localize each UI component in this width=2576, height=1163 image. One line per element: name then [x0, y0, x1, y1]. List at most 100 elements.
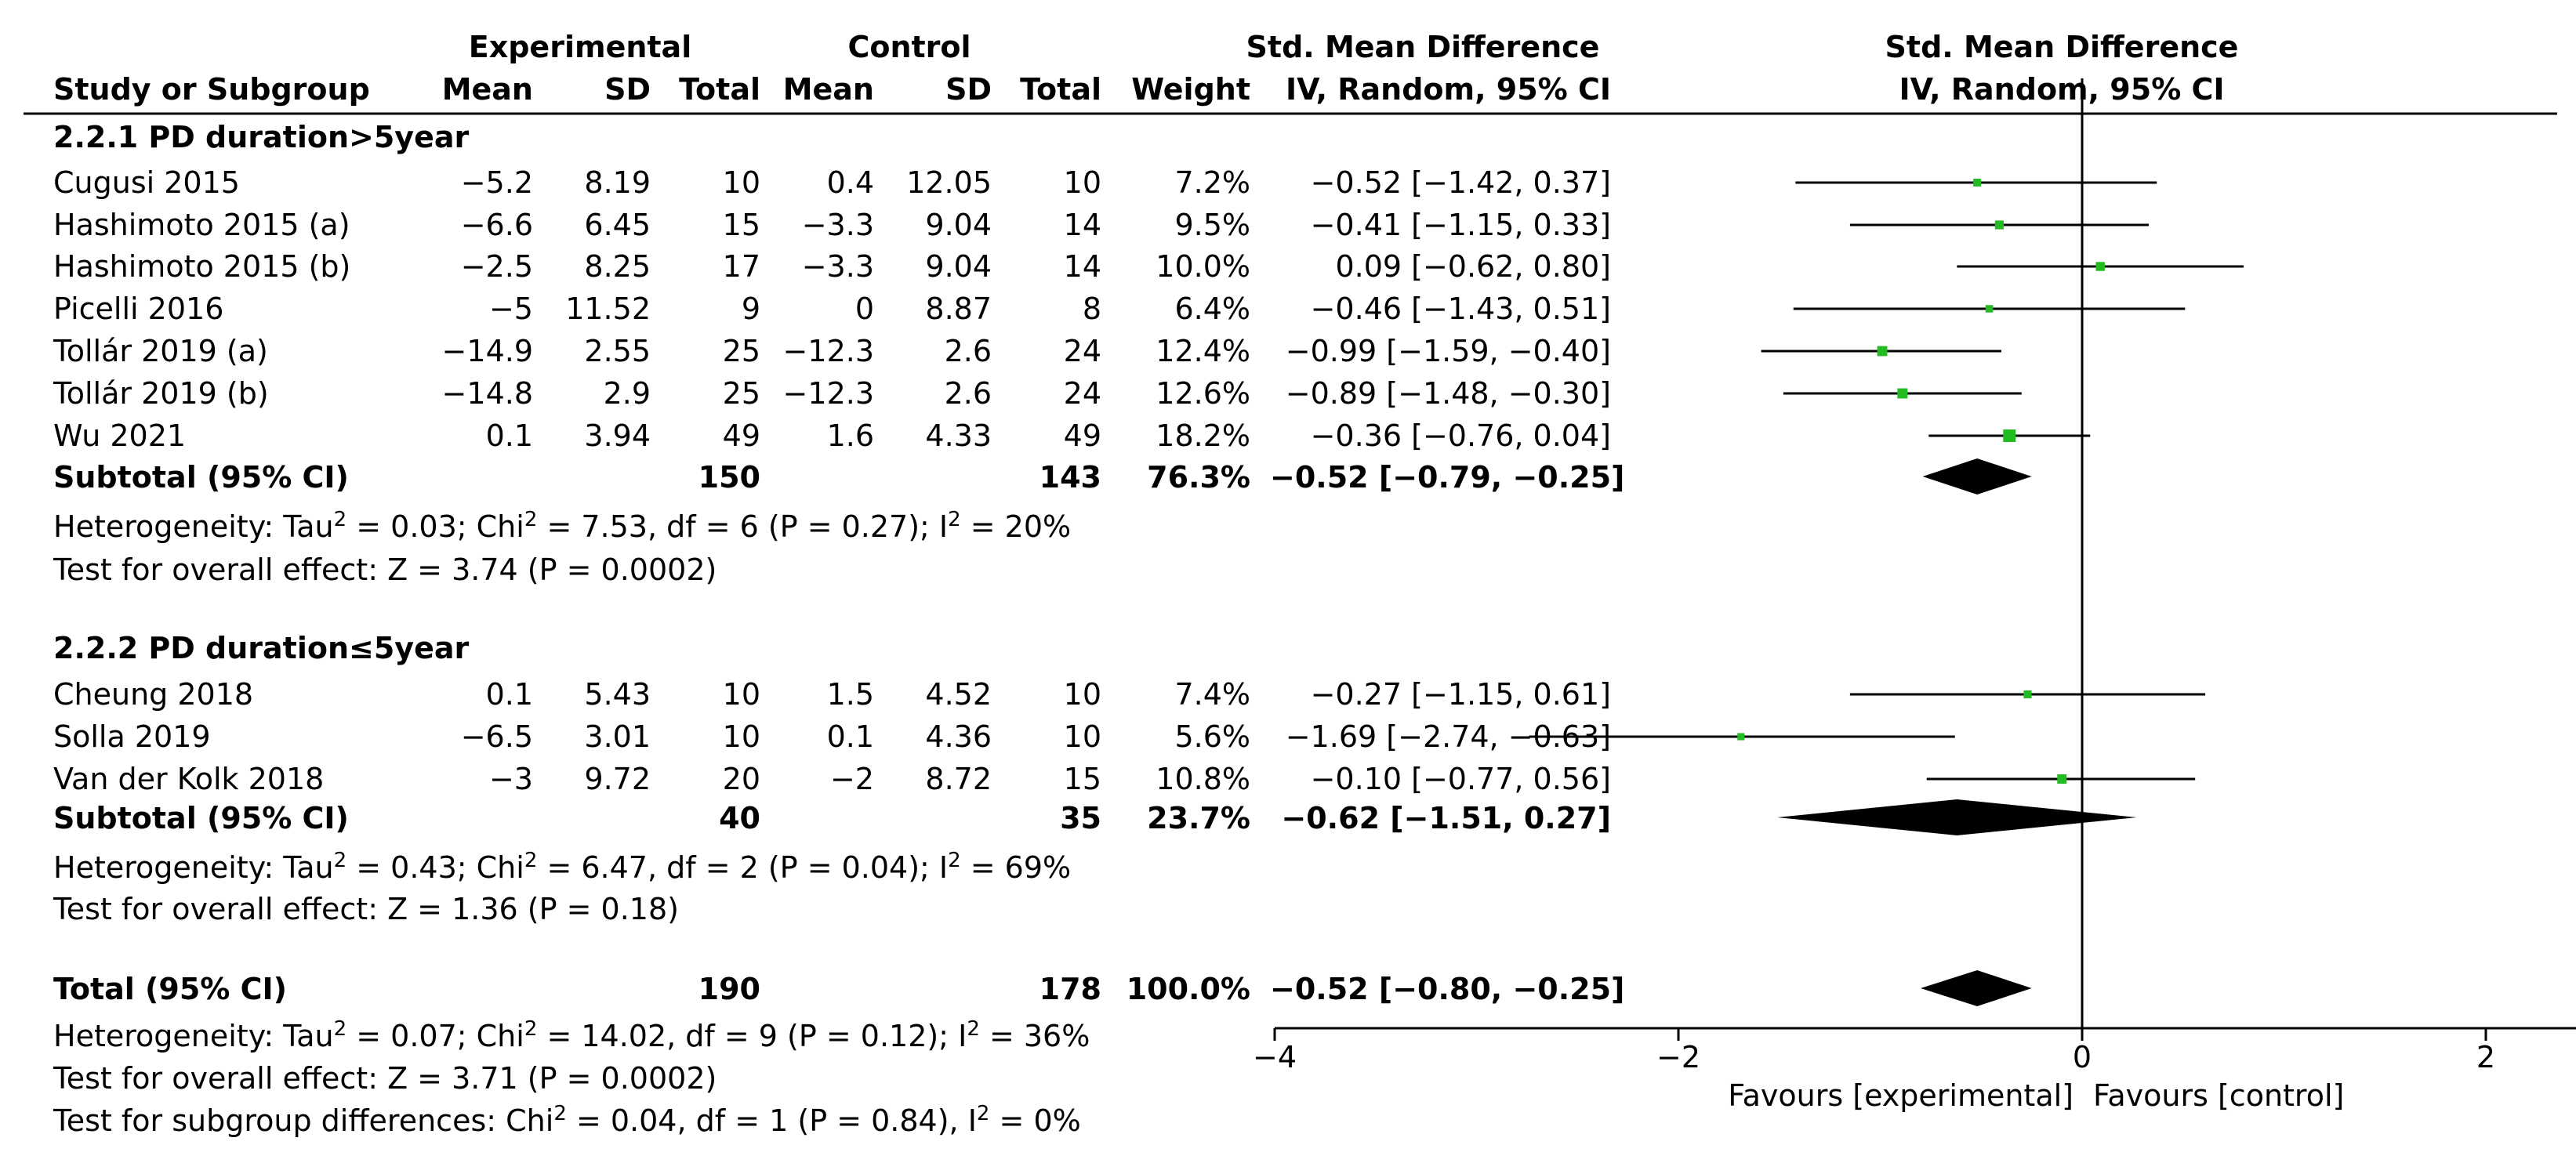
study-2-1-exp-mean: −6.5: [461, 719, 533, 754]
study-2-1-weight: 5.6%: [1174, 719, 1250, 754]
study-1-5-name: Tollár 2019 (b): [53, 376, 269, 411]
study-1-4-weight: 12.4%: [1156, 334, 1250, 368]
x-tick-label-2: 0: [2073, 1040, 2092, 1074]
study-1-4-ctl-sd: 2.6: [945, 334, 992, 368]
study-2-0-ci: −0.27 [−1.15, 0.61]: [1311, 677, 1611, 712]
study-1-2-name: Hashimoto 2015 (b): [53, 249, 350, 284]
subgroup-1-label: 2.2.1 PD duration>5year: [53, 120, 470, 154]
study-1-0-exp-mean: −5.2: [461, 165, 533, 200]
study-2-2-ctl-sd: 8.72: [925, 762, 992, 796]
study-1-4-exp-mean: −14.9: [442, 334, 533, 368]
effect-marker-1-4: [1877, 346, 1888, 357]
study-1-4-ctl-mean: −12.3: [783, 334, 874, 368]
experimental-group-header: Experimental: [468, 30, 692, 64]
study-2-2-name: Van der Kolk 2018: [53, 762, 324, 796]
study-2-1-ctl-sd: 4.36: [925, 719, 992, 754]
study-1-5-weight: 12.6%: [1156, 376, 1250, 411]
subgroup-1-weight: 76.3%: [1147, 460, 1250, 495]
study-1-1-ci: −0.41 [−1.15, 0.33]: [1311, 208, 1611, 242]
study-1-2-exp-mean: −2.5: [461, 249, 533, 284]
favours-experimental-label: Favours [experimental]: [1728, 1078, 2073, 1113]
study-1-6-exp-mean: 0.1: [486, 418, 533, 453]
study-1-3-ci: −0.46 [−1.43, 0.51]: [1311, 292, 1611, 326]
study-1-4-ctl-total: 24: [1064, 334, 1101, 368]
effect-marker-1-2: [2095, 262, 2105, 271]
study-1-1-ctl-total: 14: [1064, 208, 1101, 242]
total-exp-total: 190: [698, 972, 760, 1006]
study-1-2-ci: 0.09 [−0.62, 0.80]: [1335, 249, 1611, 284]
study-1-0-ctl-total: 10: [1064, 165, 1101, 200]
col-ctl-sd-header: SD: [945, 72, 992, 107]
col-weight-header: Weight: [1131, 72, 1250, 107]
favours-control-label: Favours [control]: [2093, 1078, 2345, 1113]
study-1-3-exp-total: 9: [742, 292, 760, 326]
study-1-2-ctl-sd: 9.04: [925, 249, 992, 284]
total-label: Total (95% CI): [53, 972, 287, 1006]
subgroup-2-heterogeneity: Heterogeneity: Tau2 = 0.43; Chi2 = 6.47,…: [53, 849, 1072, 885]
total-overall-effect: Test for overall effect: Z = 3.71 (P = 0…: [53, 1061, 717, 1096]
study-1-2-weight: 10.0%: [1156, 249, 1250, 284]
study-1-4-exp-sd: 2.55: [584, 334, 651, 368]
effect-marker-2-0: [2023, 690, 2032, 699]
study-1-5-ci: −0.89 [−1.48, −0.30]: [1286, 376, 1611, 411]
effect-marker-2-1: [1737, 733, 1745, 741]
study-2-0-weight: 7.4%: [1174, 677, 1250, 712]
study-2-2-weight: 10.8%: [1156, 762, 1250, 796]
study-2-1-name: Solla 2019: [53, 719, 211, 754]
study-1-1-name: Hashimoto 2015 (a): [53, 208, 350, 242]
study-1-6-ctl-mean: 1.6: [827, 418, 874, 453]
study-1-4-ci: −0.99 [−1.59, −0.40]: [1286, 334, 1611, 368]
study-2-0-exp-total: 10: [723, 677, 760, 712]
subgroup-1-heterogeneity: Heterogeneity: Tau2 = 0.03; Chi2 = 7.53,…: [53, 508, 1072, 544]
effect-marker-1-5: [1897, 388, 1908, 399]
subgroup-2-label: 2.2.2 PD duration≤5year: [53, 631, 470, 665]
study-2-2-exp-mean: −3: [489, 762, 533, 796]
study-1-3-name: Picelli 2016: [53, 292, 223, 326]
study-1-5-exp-total: 25: [723, 376, 760, 411]
study-1-5-exp-mean: −14.8: [442, 376, 533, 411]
subgroup-1-subtotal-label: Subtotal (95% CI): [53, 460, 349, 495]
plot-method-header: IV, Random, 95% CI: [1899, 72, 2225, 107]
effect-marker-2-2: [2057, 774, 2067, 784]
subtotal-2-diamond: [1777, 799, 2137, 835]
study-1-0-weight: 7.2%: [1174, 165, 1250, 200]
subgroup-1-ctl-total: 143: [1039, 460, 1101, 495]
study-1-5-ctl-sd: 2.6: [945, 376, 992, 411]
total-diamond: [1921, 970, 2032, 1006]
study-2-1-exp-total: 10: [723, 719, 760, 754]
study-2-0-exp-sd: 5.43: [584, 677, 651, 712]
study-1-6-ctl-sd: 4.33: [925, 418, 992, 453]
effect-marker-1-1: [1994, 220, 2005, 230]
study-2-2-ctl-mean: −2: [830, 762, 874, 796]
subgroup-1-overall-effect: Test for overall effect: Z = 3.74 (P = 0…: [53, 553, 717, 587]
study-1-2-ctl-total: 14: [1064, 249, 1101, 284]
study-2-1-exp-sd: 3.01: [584, 719, 651, 754]
study-1-5-exp-sd: 2.9: [604, 376, 651, 411]
study-2-0-exp-mean: 0.1: [486, 677, 533, 712]
col-exp-sd-header: SD: [604, 72, 651, 107]
study-1-6-weight: 18.2%: [1156, 418, 1250, 453]
subgroup-2-overall-effect: Test for overall effect: Z = 1.36 (P = 0…: [53, 892, 679, 926]
study-1-6-exp-sd: 3.94: [584, 418, 651, 453]
effect-marker-1-6: [2003, 429, 2016, 443]
study-1-3-ctl-mean: 0: [855, 292, 874, 326]
study-1-1-exp-sd: 6.45: [584, 208, 651, 242]
subgroup-differences-test: Test for subgroup differences: Chi2 = 0.…: [53, 1102, 1081, 1138]
subgroup-2-ci: −0.62 [−1.51, 0.27]: [1281, 801, 1611, 835]
x-tick-label-1: −2: [1656, 1040, 1700, 1074]
subgroup-1-exp-total: 150: [698, 460, 760, 495]
total-ci: −0.52 [−0.80, −0.25]: [1270, 972, 1625, 1006]
study-1-6-ctl-total: 49: [1064, 418, 1101, 453]
col-exp-mean-header: Mean: [441, 72, 533, 107]
study-1-0-ci: −0.52 [−1.42, 0.37]: [1311, 165, 1611, 200]
control-group-header: Control: [847, 30, 971, 64]
col-effect-method-header: IV, Random, 95% CI: [1285, 72, 1611, 107]
col-exp-total-header: Total: [679, 72, 760, 107]
study-1-3-exp-mean: −5: [489, 292, 533, 326]
study-1-6-exp-total: 49: [723, 418, 760, 453]
study-1-4-name: Tollár 2019 (a): [53, 334, 268, 368]
study-2-2-ctl-total: 15: [1064, 762, 1101, 796]
study-1-0-exp-sd: 8.19: [584, 165, 651, 200]
study-1-1-exp-mean: −6.6: [461, 208, 533, 242]
study-1-6-ci: −0.36 [−0.76, 0.04]: [1311, 418, 1611, 453]
